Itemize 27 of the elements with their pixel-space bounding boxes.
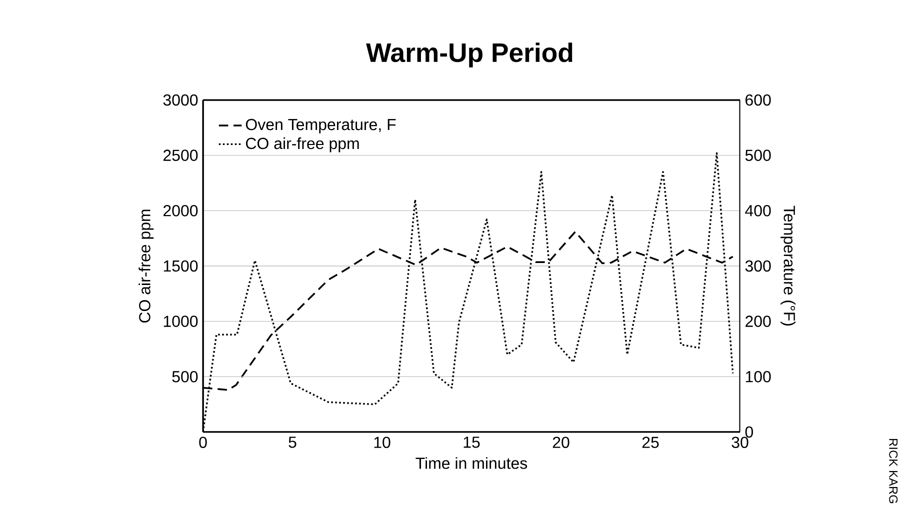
y2-tick-label: 100 <box>746 371 771 382</box>
x-tick-label: 0 <box>199 436 207 448</box>
y2-tick-label: 300 <box>745 260 771 272</box>
x-axis-title: Time in minutes <box>416 457 528 469</box>
y2-tick-label: 600 <box>746 94 771 106</box>
legend-label: CO air-free ppm <box>246 137 359 152</box>
y-tick-label: 500 <box>172 371 198 382</box>
y-tick-label: 3000 <box>163 94 198 106</box>
x-tick-label: 15 <box>464 436 480 448</box>
y-tick-label: 1000 <box>164 316 198 327</box>
x-tick-label: 10 <box>374 436 390 448</box>
chart-title: Warm-Up Period <box>366 42 572 68</box>
x-tick-label: 20 <box>552 436 570 448</box>
x-tick-label: 30 <box>732 436 748 448</box>
legend-label: Oven Temperature, F <box>246 118 396 134</box>
y2-tick-label: 0 <box>745 426 754 438</box>
y2-axis-title: Temperature (°F) <box>780 206 796 326</box>
y2-tick-label: 400 <box>745 205 771 216</box>
y-tick-label: 2000 <box>163 205 198 216</box>
text: RICK KARG <box>889 438 898 504</box>
y2-tick-label: 500 <box>745 150 771 161</box>
y-tick-label: 2500 <box>163 150 198 161</box>
x-tick-label: 5 <box>288 436 296 448</box>
y-tick-label: 1500 <box>164 260 198 272</box>
x-tick-label: 25 <box>642 436 659 448</box>
y2-tick-label: 200 <box>746 316 771 327</box>
y-axis-title: CO air-free ppm <box>138 210 154 323</box>
